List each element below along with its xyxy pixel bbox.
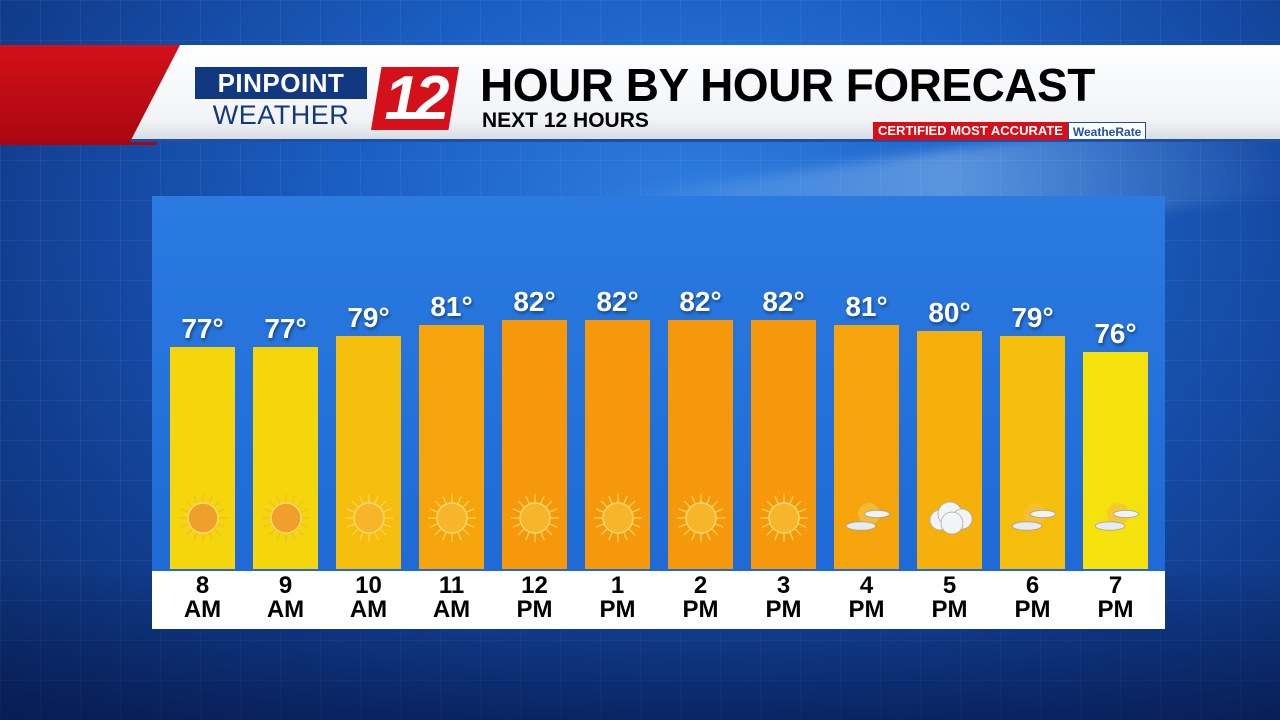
x-tick-hour: 10 bbox=[355, 572, 382, 599]
x-tick-hour: 2 bbox=[693, 572, 708, 599]
x-tick-hour: 1 bbox=[610, 572, 625, 599]
chart-panel bbox=[152, 196, 1165, 571]
certified-brand: WeatheRate bbox=[1067, 122, 1147, 140]
x-tick-hour: 9 bbox=[278, 572, 293, 599]
x-tick-period: PM bbox=[599, 596, 636, 623]
x-tick-label-11: 6 PM bbox=[988, 574, 1078, 622]
page-title: HOUR BY HOUR FORECAST bbox=[480, 59, 1095, 111]
x-axis-row bbox=[152, 571, 1165, 629]
x-tick-period: PM bbox=[765, 596, 802, 623]
x-tick-hour: 3 bbox=[776, 572, 791, 599]
header-banner: PINPOINT WEATHER 12 HOUR BY HOUR FORECAS… bbox=[0, 45, 1280, 145]
partly-cloudy-icon bbox=[1005, 490, 1061, 546]
x-tick-label-2: 9 AM bbox=[241, 574, 331, 622]
temperature-label-10: 80° bbox=[928, 296, 971, 328]
x-tick-period: PM bbox=[848, 596, 885, 623]
x-tick-label-6: 1 PM bbox=[573, 574, 663, 622]
x-tick-label-8: 3 PM bbox=[739, 574, 829, 622]
x-tick-label-3: 10 AM bbox=[324, 574, 414, 622]
x-tick-hour: 12 bbox=[521, 572, 548, 599]
x-tick-period: AM bbox=[183, 596, 222, 623]
cloud-icon bbox=[922, 490, 978, 546]
sun-icon bbox=[341, 490, 397, 546]
temperature-label-11: 79° bbox=[1011, 302, 1054, 334]
x-tick-period: AM bbox=[432, 596, 471, 623]
x-tick-hour: 8 bbox=[195, 572, 210, 599]
page-subtitle: NEXT 12 HOURS bbox=[482, 109, 649, 132]
sun-icon bbox=[507, 490, 563, 546]
hazy-sun-icon bbox=[258, 490, 314, 546]
certified-label: CERTIFIED MOST ACCURATE bbox=[873, 122, 1068, 140]
x-tick-period: AM bbox=[349, 596, 388, 623]
temperature-label-1: 77° bbox=[181, 313, 224, 344]
logo-channel-number: 12 bbox=[371, 67, 459, 130]
temperature-label-8: 82° bbox=[762, 286, 805, 317]
x-tick-period: PM bbox=[516, 596, 553, 623]
logo-weather-text: WEATHER bbox=[212, 100, 350, 130]
x-tick-label-7: 2 PM bbox=[656, 574, 746, 622]
x-tick-period: PM bbox=[931, 596, 968, 623]
x-tick-label-5: 12 PM bbox=[490, 574, 580, 622]
x-tick-label-4: 11 AM bbox=[407, 574, 497, 622]
x-tick-period: PM bbox=[682, 596, 719, 623]
x-tick-hour: 4 bbox=[859, 572, 874, 599]
temperature-label-12: 76° bbox=[1094, 318, 1137, 350]
sun-icon bbox=[590, 490, 646, 546]
x-tick-period: PM bbox=[1014, 596, 1051, 623]
sun-icon bbox=[673, 490, 729, 546]
temperature-label-6: 82° bbox=[596, 286, 639, 317]
temperature-label-4: 81° bbox=[430, 291, 473, 323]
hazy-sun-icon bbox=[175, 490, 231, 546]
x-tick-hour: 11 bbox=[438, 572, 465, 599]
logo-pinpoint-text: PINPOINT bbox=[195, 67, 367, 99]
temperature-bar-12 bbox=[1083, 352, 1148, 569]
temperature-label-2: 77° bbox=[264, 313, 307, 344]
temperature-label-5: 82° bbox=[513, 286, 556, 317]
temperature-label-9: 81° bbox=[845, 291, 888, 323]
temperature-label-3: 79° bbox=[347, 302, 390, 334]
x-tick-period: AM bbox=[266, 596, 305, 623]
x-tick-period: PM bbox=[1097, 596, 1134, 623]
certified-badge: CERTIFIED MOST ACCURATE WeatheRate bbox=[873, 122, 1147, 140]
x-tick-label-9: 4 PM bbox=[822, 574, 912, 622]
x-tick-hour: 6 bbox=[1025, 572, 1040, 599]
partly-cloudy-icon bbox=[1088, 490, 1144, 546]
x-tick-hour: 7 bbox=[1108, 572, 1123, 599]
x-tick-label-12: 7 PM bbox=[1071, 574, 1161, 622]
temperature-label-7: 82° bbox=[679, 286, 722, 317]
x-tick-label-1: 8 AM bbox=[158, 574, 248, 622]
partly-cloudy-icon bbox=[839, 490, 895, 546]
station-logo: PINPOINT WEATHER 12 bbox=[195, 67, 460, 132]
sun-icon bbox=[424, 490, 480, 546]
sun-icon bbox=[756, 490, 812, 546]
x-tick-label-10: 5 PM bbox=[905, 574, 995, 622]
x-tick-hour: 5 bbox=[942, 572, 957, 599]
